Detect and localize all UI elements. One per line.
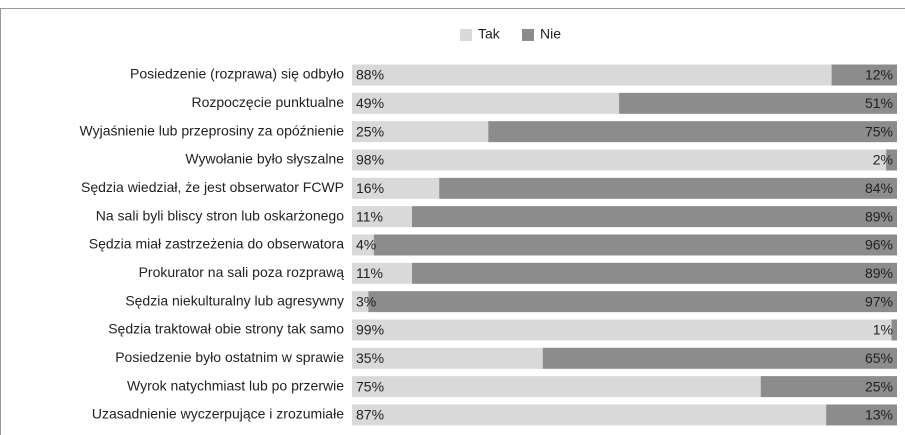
bar-segment [352,291,369,313]
bar-segment [368,291,898,313]
category-label: Uzasadnienie wyczerpujące i zrozumiałe [92,406,344,422]
value-label: 25% [865,378,893,394]
bar-segment [891,319,897,341]
value-label: 3% [356,293,376,309]
value-label: 49% [356,95,384,111]
category-label: Sędzia wiedział, że jest obserwator FCWP [81,179,344,195]
category-label: Na sali byli bliscy stron lub oskarżoneg… [96,207,344,223]
value-label: 51% [865,95,893,111]
bar-segment [352,92,620,114]
category-label: Posiedzenie (rozprawa) się odbyło [130,66,344,82]
bar-segment [411,262,897,284]
value-label: 4% [356,237,376,253]
bar-segment [831,64,897,86]
bar-segment [886,149,897,171]
category-label: Sędzia traktował obie strony tak samo [108,321,344,337]
bar-segment [826,404,897,426]
value-label: 84% [865,180,893,196]
bar-segment [352,149,887,171]
value-label: 2% [873,152,893,168]
value-label: 11% [356,208,383,224]
bar-segment [352,404,827,426]
bar-segment [352,234,374,256]
bar-segment [352,64,832,86]
value-label: 65% [865,350,893,366]
value-label: 25% [356,123,384,139]
bar-segment [439,177,897,199]
value-label: 89% [865,208,893,224]
bar-segment [352,262,412,284]
value-label: 88% [356,67,384,83]
value-label: 99% [356,322,384,338]
value-label: 12% [865,67,893,83]
value-label: 97% [865,293,893,309]
bar-segment [352,121,489,143]
value-label: 11% [356,265,383,281]
legend-swatch [522,29,534,41]
value-label: 98% [356,152,384,168]
category-label: Sędzia niekulturalny lub agresywny [125,292,344,308]
value-label: 75% [356,378,384,394]
category-label: Sędzia miał zastrzeżenia do obserwatora [89,236,344,252]
bar-segment [352,347,543,369]
value-label: 1% [873,322,893,338]
category-label: Posiedzenie było ostatnim w sprawie [115,349,344,365]
value-label: 87% [356,407,384,423]
bar-segment [373,234,897,256]
value-label: 13% [865,407,893,423]
bar-segment [760,376,897,398]
category-label: Rozpoczęcie punktualne [191,94,344,110]
frame [0,8,905,435]
value-label: 89% [865,265,893,281]
category-label: Wyjaśnienie lub przeprosiny za opóźnieni… [80,122,345,138]
bar-segment [352,376,761,398]
bar-segment [411,206,897,228]
bar-segment [352,319,892,341]
value-label: 96% [865,237,893,253]
category-label: Wyrok natychmiast lub po przerwie [127,377,344,393]
bar-segment [542,347,897,369]
bar-segment [488,121,897,143]
bar-segment [619,92,897,114]
category-label: Prokurator na sali poza rozprawą [139,264,345,280]
legend-label: Nie [540,26,561,42]
category-label: Wywołanie było słyszalne [185,151,344,167]
value-label: 35% [356,350,384,366]
legend-swatch [460,29,472,41]
legend-label: Tak [478,26,501,42]
bar-segment [352,206,412,228]
bar-segment [352,177,440,199]
value-label: 16% [356,180,384,196]
value-label: 75% [865,123,893,139]
